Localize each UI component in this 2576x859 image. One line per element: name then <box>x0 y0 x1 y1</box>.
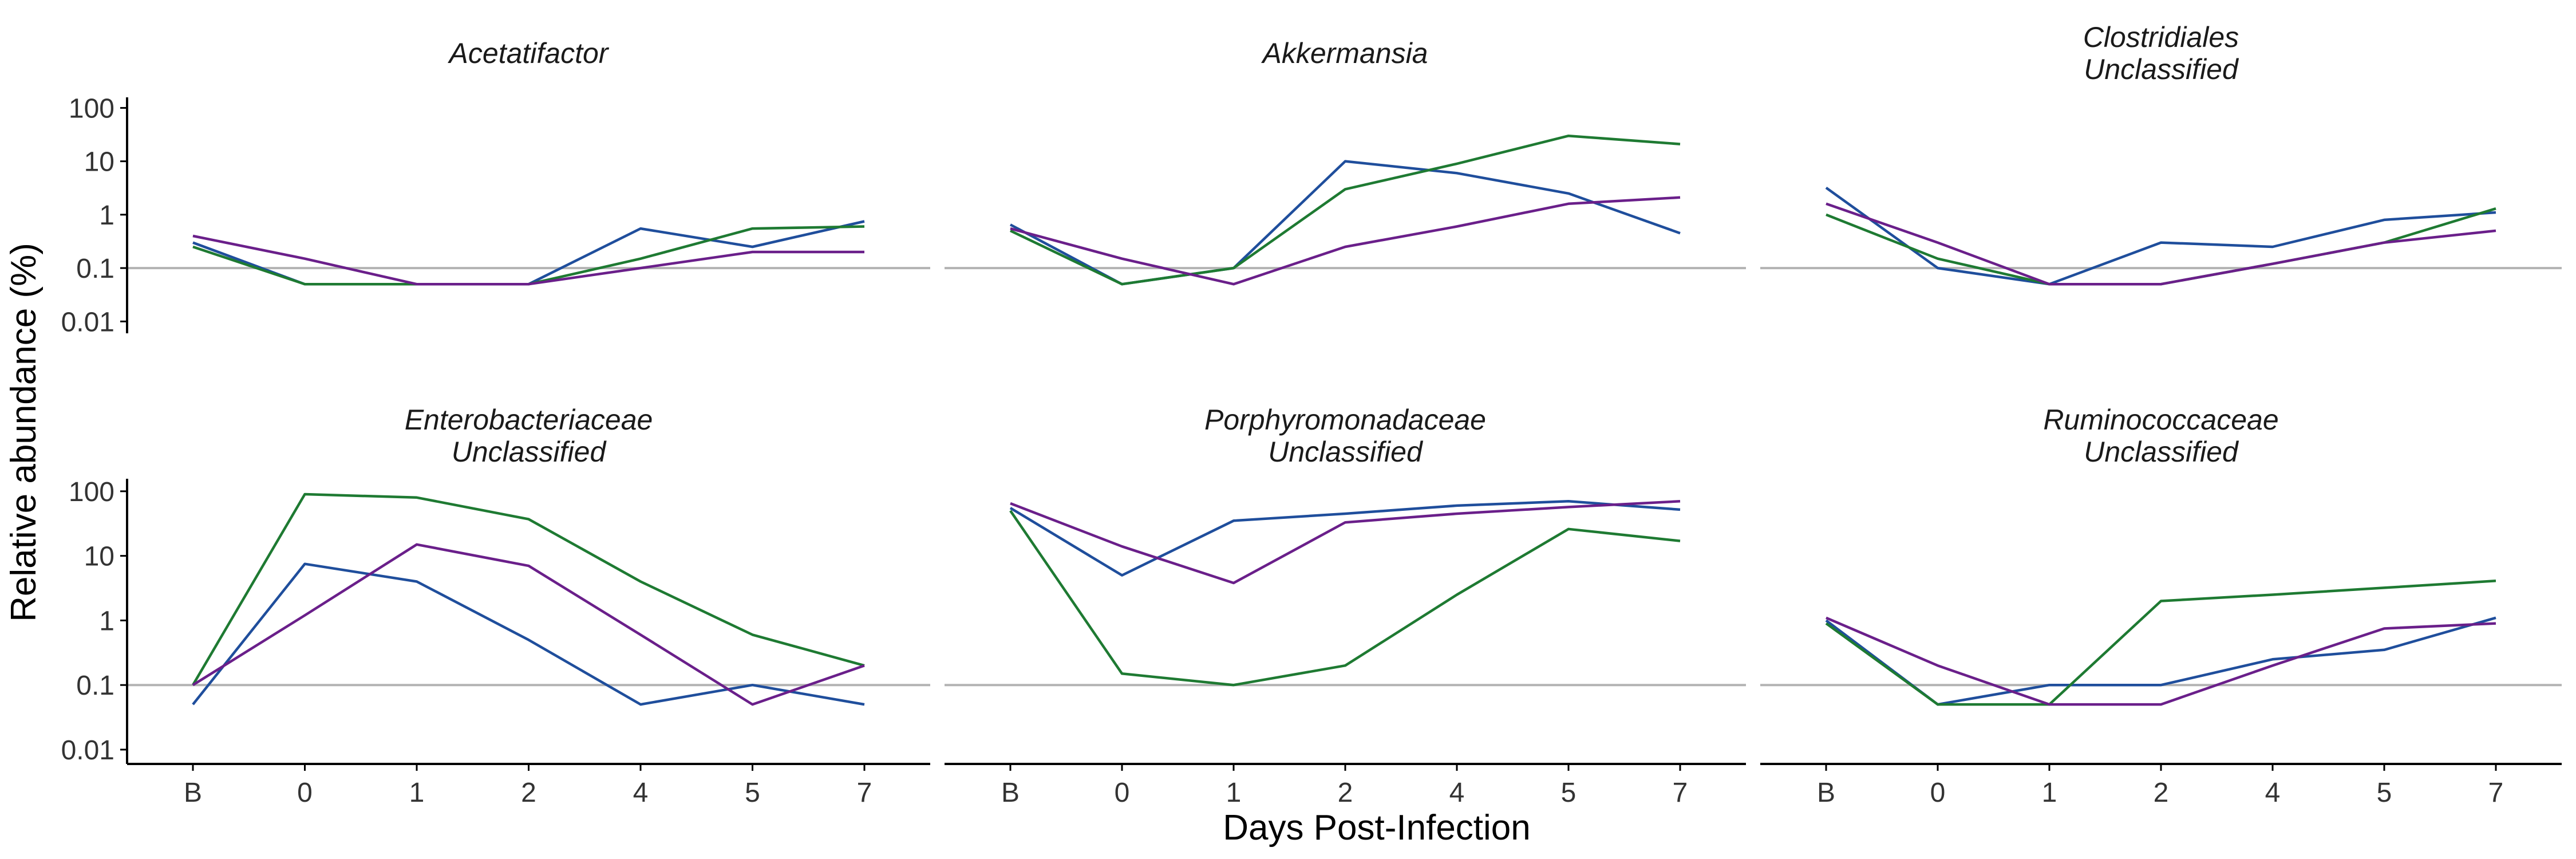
series-line-1 <box>192 562 865 706</box>
y-tick-label: 10 <box>84 542 114 572</box>
y-tick-label: 0.1 <box>76 254 114 284</box>
x-tick-label: 2 <box>521 778 536 808</box>
series-line-2 <box>1009 510 1681 687</box>
x-tick-label: 2 <box>2154 778 2169 808</box>
series-line-3 <box>192 234 864 286</box>
x-axis-title: Days Post-Infection <box>1223 808 1531 848</box>
panel-title-line: Unclassified <box>2084 53 2239 85</box>
panel-title-line: Acetatifactor <box>448 37 610 69</box>
panel-title-line: Porphyromonadaceae <box>1204 404 1486 436</box>
series-line-3 <box>1826 202 2496 286</box>
y-tick-label: 0.01 <box>61 307 114 337</box>
series-line-2 <box>1010 134 1681 286</box>
x-tick-label: B <box>184 778 202 808</box>
series-line-2 <box>192 492 865 686</box>
panel-title-line: Unclassified <box>2084 436 2239 468</box>
panel-title-line: Ruminococcaceae <box>2043 404 2278 436</box>
panel-title-line: Akkermansia <box>1261 37 1428 69</box>
x-tick-label: 4 <box>633 778 649 808</box>
panel-4: EnterobacteriaceaeUnclassified0.010.1110… <box>61 404 930 808</box>
x-tick-label: 5 <box>1561 778 1577 808</box>
panel-title-line: Unclassified <box>452 436 607 468</box>
x-tick-label: 7 <box>857 778 872 808</box>
series-line-1 <box>1825 186 2496 286</box>
x-tick-label: 0 <box>1115 778 1130 808</box>
x-tick-label: B <box>1817 778 1835 808</box>
series-line-3 <box>192 543 865 706</box>
y-tick-label: 100 <box>69 477 114 507</box>
x-tick-label: 0 <box>297 778 313 808</box>
series-line-3 <box>1010 196 1681 286</box>
x-tick-label: 2 <box>1338 778 1353 808</box>
x-tick-label: 4 <box>2265 778 2281 808</box>
y-axis-title: Relative abundance (%) <box>4 243 44 622</box>
series-line-3 <box>1826 616 2496 706</box>
x-tick-label: 0 <box>1930 778 1946 808</box>
panel-2: Akkermansia <box>945 37 1746 286</box>
x-tick-label: 5 <box>745 778 760 808</box>
panel-title-line: Clostridiales <box>2083 21 2239 53</box>
x-tick-label: 4 <box>1449 778 1465 808</box>
x-tick-label: 1 <box>2042 778 2057 808</box>
y-tick-label: 1 <box>99 200 114 231</box>
panel-1: Acetatifactor 0.01 0.1 1 10 100 <box>61 37 930 337</box>
x-tick-label: B <box>1001 778 1020 808</box>
x-tick-label: 1 <box>1226 778 1242 808</box>
series-line-2 <box>1825 580 2496 706</box>
y-tick-label: 100 <box>69 93 114 124</box>
panel-title-line: Unclassified <box>1268 436 1424 468</box>
x-tick-label: 5 <box>2377 778 2392 808</box>
series-line-3 <box>1010 500 1681 585</box>
y-tick-label: 0.01 <box>61 735 114 766</box>
x-tick-label: 7 <box>2488 778 2504 808</box>
y-tick-label: 10 <box>84 147 114 178</box>
x-tick-label: 1 <box>409 778 425 808</box>
x-tick-label: 7 <box>1673 778 1688 808</box>
series-line-1 <box>1009 500 1681 577</box>
y-tick-label: 0.1 <box>76 671 114 701</box>
series-line-1 <box>1009 160 1681 286</box>
panel-title-line: Enterobacteriaceae <box>405 404 653 436</box>
y-tick-label: 1 <box>99 606 114 636</box>
